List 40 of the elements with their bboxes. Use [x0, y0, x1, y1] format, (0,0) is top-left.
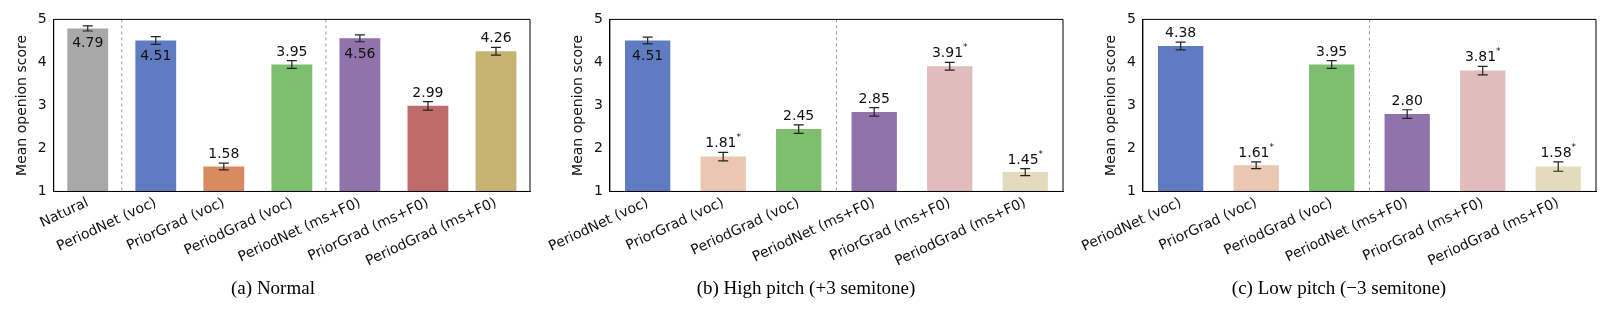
data-label: 4.56 [344, 44, 376, 61]
data-label: 3.95 [276, 42, 308, 59]
y-tick-label: 2 [37, 139, 47, 156]
y-tick-label: 1 [1126, 182, 1136, 199]
data-label: 2.99 [412, 83, 444, 100]
y-tick-label: 2 [593, 139, 603, 156]
data-label: 3.95 [1316, 42, 1348, 59]
data-label: 1.45* [1007, 148, 1044, 167]
y-axis-title: Mean openion score [1102, 34, 1119, 176]
data-label: 2.80 [1391, 91, 1423, 108]
y-tick-label: 4 [1126, 53, 1136, 70]
data-label: 1.61* [1238, 141, 1275, 160]
y-tick-label: 4 [593, 53, 603, 70]
data-label: 4.51 [632, 46, 664, 63]
data-label: 1.58 [208, 145, 240, 162]
data-label: 1.58* [1540, 141, 1577, 160]
text: (b) High pitch (+3 semitone) [696, 277, 916, 299]
y-tick-label: 3 [37, 96, 47, 113]
y-tick-label: 1 [593, 182, 603, 199]
data-label: 3.91* [931, 42, 969, 61]
data-label: 2.45 [783, 106, 815, 123]
y-tick-label: 5 [1126, 10, 1136, 27]
y-tick-label: 3 [593, 96, 603, 113]
text: (c) Low pitch (−3 semitone) [1231, 277, 1447, 299]
y-tick-label: 3 [1126, 96, 1136, 113]
y-axis-title: Mean openion score [569, 34, 586, 176]
data-label: 4.51 [140, 47, 172, 64]
data-label: 4.79 [72, 34, 104, 51]
y-tick-label: 5 [37, 10, 47, 27]
data-label: 4.38 [1165, 24, 1197, 41]
data-label: 2.85 [858, 89, 890, 106]
y-tick-label: 5 [593, 10, 603, 27]
data-label: 4.26 [480, 29, 512, 46]
text: (a) Normal [231, 277, 315, 299]
y-tick-label: 1 [37, 182, 47, 199]
data-label: 3.81* [1464, 46, 1502, 65]
y-tick-label: 2 [1126, 139, 1136, 156]
y-axis-title: Mean openion score [13, 34, 30, 176]
data-label: 1.81* [705, 132, 742, 151]
y-tick-label: 4 [37, 53, 47, 70]
